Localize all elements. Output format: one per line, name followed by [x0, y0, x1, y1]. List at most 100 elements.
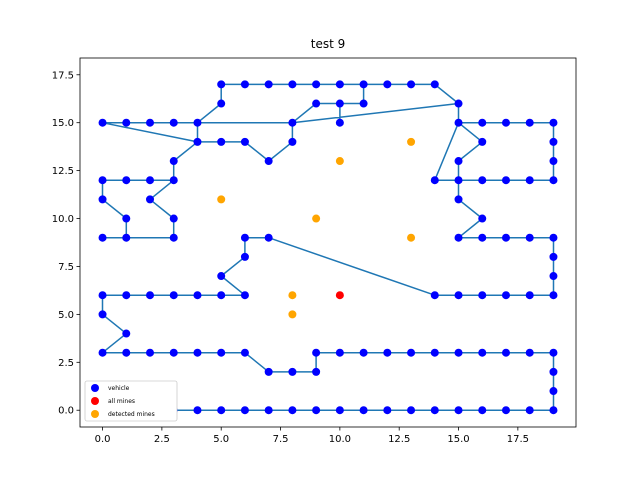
vehicle-point [549, 252, 558, 261]
vehicle-point [430, 80, 439, 89]
x-tick-label: 10.0 [329, 434, 351, 445]
vehicle-point [146, 195, 155, 204]
vehicle-point [549, 406, 558, 415]
vehicle-point [288, 80, 297, 89]
y-tick-label: 15.0 [52, 118, 74, 129]
detected-mine-point [288, 291, 297, 300]
vehicle-point [430, 291, 439, 300]
vehicle-point [217, 406, 226, 415]
vehicle-point [193, 406, 202, 415]
chart-title: test 9 [311, 37, 346, 51]
vehicle-point [549, 118, 558, 127]
legend-label: all mines [108, 398, 135, 405]
vehicle-point [146, 118, 155, 127]
vehicle-point [312, 348, 321, 357]
vehicle-point [359, 80, 368, 89]
detected-mine-point [335, 157, 344, 166]
vehicle-point [217, 272, 226, 281]
vehicle-point [98, 176, 107, 185]
x-tick-label: 0.0 [95, 434, 111, 445]
vehicle-point [240, 233, 249, 242]
vehicle-point [549, 176, 558, 185]
detected-mine-point [312, 214, 321, 223]
legend-label: vehicle [108, 385, 130, 392]
vehicle-point [146, 348, 155, 357]
vehicle-point [454, 99, 463, 108]
vehicle-point [549, 137, 558, 146]
vehicle-point [359, 99, 368, 108]
vehicle-point [454, 157, 463, 166]
vehicle-point [335, 406, 344, 415]
mine-point [335, 291, 344, 300]
vehicle-point [501, 348, 510, 357]
vehicle-point [525, 291, 534, 300]
vehicle-point [312, 99, 321, 108]
vehicle-point [501, 406, 510, 415]
vehicle-point [525, 118, 534, 127]
vehicle-point [122, 348, 131, 357]
vehicle-point [454, 406, 463, 415]
plot-frame [79, 57, 577, 428]
vehicle-point [335, 99, 344, 108]
vehicle-point [288, 137, 297, 146]
vehicle-point [525, 233, 534, 242]
vehicle-point [288, 406, 297, 415]
vehicle-point [335, 348, 344, 357]
vehicle-point [501, 118, 510, 127]
legend: vehicle all mines detected mines [84, 380, 178, 422]
vehicle-point [549, 157, 558, 166]
vehicle-point [359, 348, 368, 357]
vehicle-point [98, 195, 107, 204]
vehicle-point [478, 118, 487, 127]
vehicle-point [217, 99, 226, 108]
detected-mine-point [217, 195, 226, 204]
vehicle-point [383, 80, 392, 89]
vehicle-point [193, 348, 202, 357]
vehicle-point [525, 176, 534, 185]
vehicle-point [98, 348, 107, 357]
vehicle-point [264, 80, 273, 89]
vehicle-point [169, 214, 178, 223]
vehicle-point [454, 195, 463, 204]
vehicle-point [169, 291, 178, 300]
x-axis: 0.0 2.5 5.0 7.5 10.0 12.5 15.0 17.5 [95, 427, 529, 445]
y-tick-label: 10.0 [52, 214, 74, 225]
y-axis: 0.0 2.5 5.0 7.5 10.0 12.5 15.0 17.5 [52, 70, 80, 417]
vehicle-point [169, 118, 178, 127]
vehicle-point [264, 157, 273, 166]
vehicle-point [549, 233, 558, 242]
vehicle-point [549, 367, 558, 376]
y-tick-label: 5.0 [58, 310, 74, 321]
vehicle-point [478, 348, 487, 357]
vehicle-point [193, 118, 202, 127]
vehicle-point [478, 214, 487, 223]
vehicle-point [240, 406, 249, 415]
detected-mine-point [407, 233, 416, 242]
vehicle-point [501, 176, 510, 185]
vehicle-point [98, 291, 107, 300]
detected-mine-point [407, 137, 416, 146]
vehicle-point [312, 80, 321, 89]
vehicle-point [335, 118, 344, 127]
vehicle-point [288, 367, 297, 376]
vehicle-point [383, 406, 392, 415]
x-tick-label: 17.5 [507, 434, 529, 445]
vehicle-point [217, 291, 226, 300]
vehicle-point [454, 348, 463, 357]
vehicle-point [169, 348, 178, 357]
vehicle-point [525, 406, 534, 415]
vehicle-point [430, 348, 439, 357]
vehicle-point [288, 118, 297, 127]
vehicle-point [122, 291, 131, 300]
vehicle-point [169, 176, 178, 185]
vehicle-point [454, 176, 463, 185]
vehicle-path-line [101, 83, 555, 411]
vehicle-point [407, 80, 416, 89]
vehicle-point [335, 80, 344, 89]
y-tick-label: 17.5 [52, 70, 74, 81]
vehicle-point [169, 157, 178, 166]
vehicle-point [122, 118, 131, 127]
x-tick-label: 7.5 [273, 434, 289, 445]
vehicle-point [122, 233, 131, 242]
